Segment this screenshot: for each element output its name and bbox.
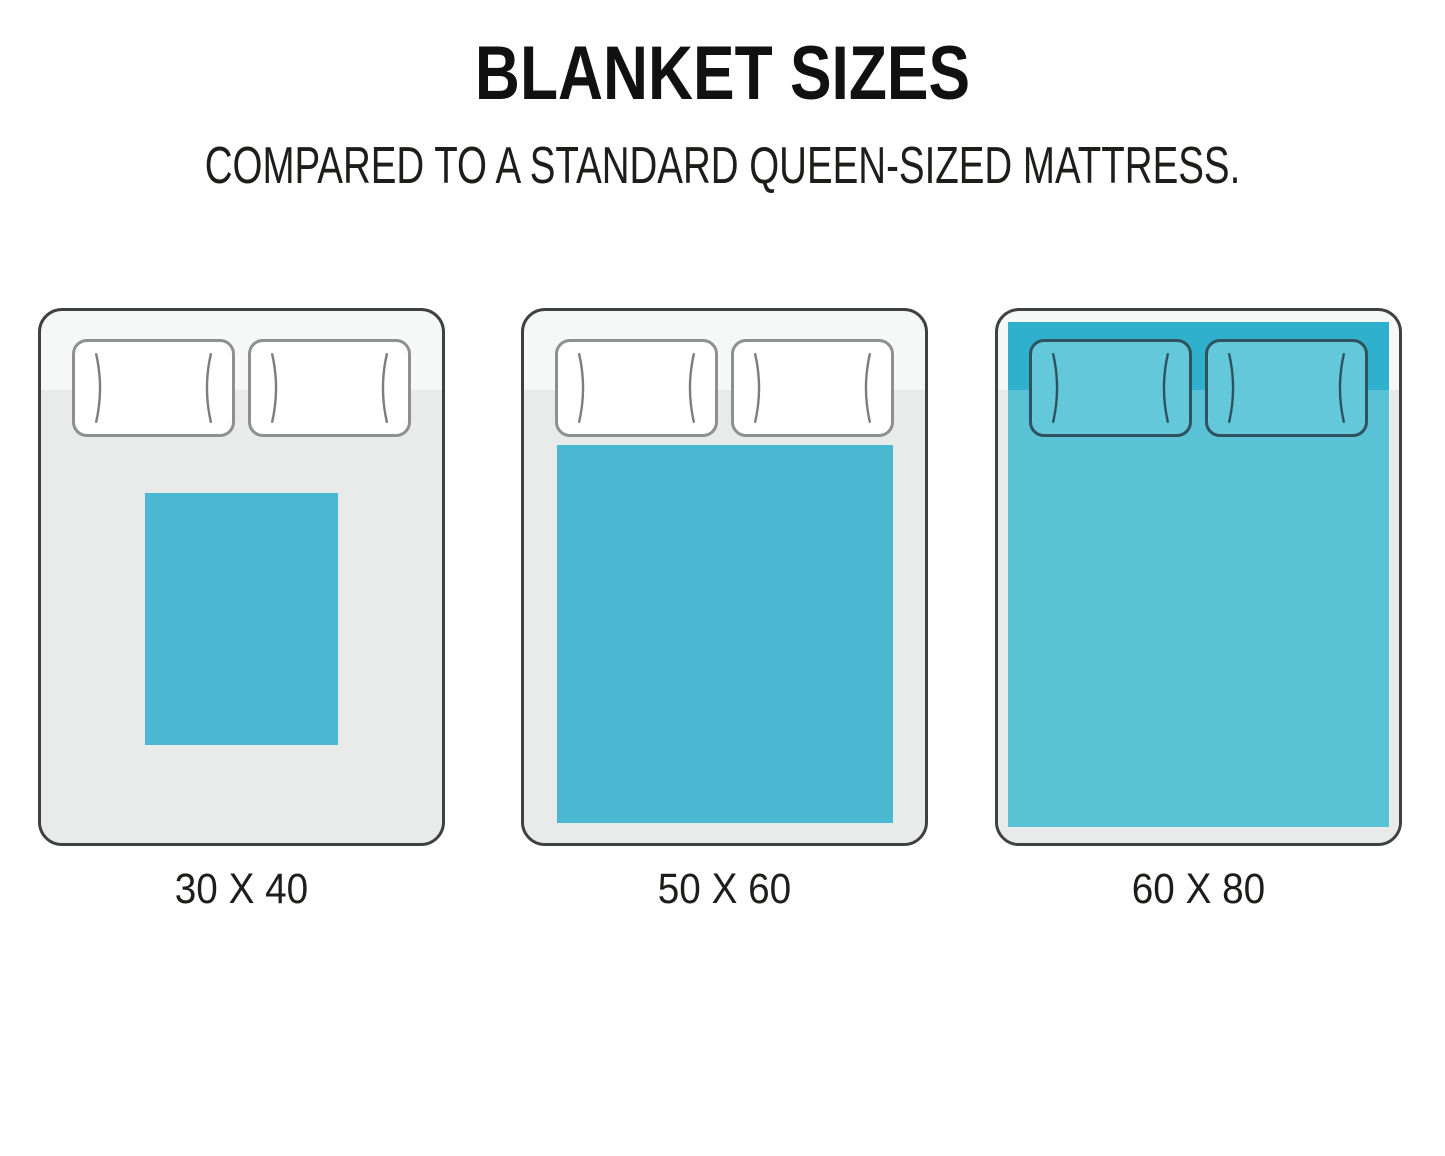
size-label-30x40: 30 X 40 <box>174 865 309 913</box>
queen-mattress-outline <box>521 308 928 846</box>
pillow-right <box>248 339 411 437</box>
pillow-crease-lines <box>251 342 408 434</box>
figure-60x80: 60 X 80 <box>995 308 1402 911</box>
pillow-crease-lines <box>558 342 715 434</box>
pillow-crease-lines <box>1032 342 1189 434</box>
queen-mattress-outline <box>995 308 1402 846</box>
pillow-right <box>731 339 894 437</box>
figure-30x40: 30 X 40 <box>38 308 445 911</box>
page-subtitle: COMPARED TO A STANDARD QUEEN-SIZED MATTR… <box>204 137 1241 195</box>
size-label-50x60: 50 X 60 <box>657 865 792 913</box>
size-label-60x80: 60 X 80 <box>1131 865 1266 913</box>
pillow-left <box>72 339 235 437</box>
pillow-left <box>1029 339 1192 437</box>
pillow-crease-lines <box>1208 342 1365 434</box>
queen-mattress-outline <box>38 308 445 846</box>
header: BLANKET SIZES COMPARED TO A STANDARD QUE… <box>0 0 1445 195</box>
blanket-50x60 <box>557 445 893 823</box>
pillow-crease-lines <box>75 342 232 434</box>
page-title: BLANKET SIZES <box>474 31 971 116</box>
pillow-crease-lines <box>734 342 891 434</box>
pillow-right <box>1205 339 1368 437</box>
blanket-30x40 <box>145 493 338 745</box>
pillow-left <box>555 339 718 437</box>
figure-50x60: 50 X 60 <box>521 308 928 911</box>
